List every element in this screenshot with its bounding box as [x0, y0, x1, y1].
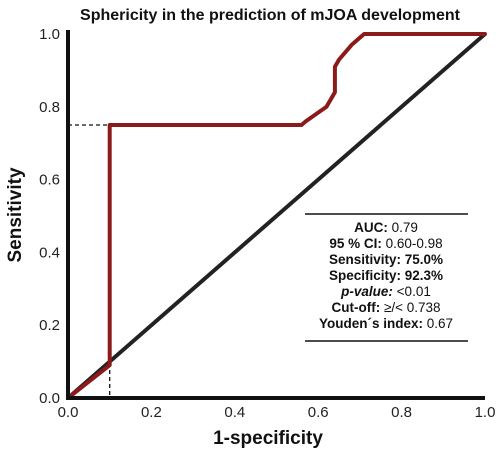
roc-curve-0 [66, 32, 487, 400]
x-tick-label: 0.2 [141, 404, 162, 421]
y-tick-label: 1.0 [39, 26, 60, 43]
x-tick-label: 0.0 [58, 404, 79, 421]
stat-ci: 95 % CI: 0.60-0.98 [329, 236, 442, 251]
y-tick-label: 0.2 [39, 317, 60, 334]
y-tick-label: 0.8 [39, 99, 60, 116]
stat-cutoff: Cut-off: ≥/< 0.738 [331, 300, 440, 315]
x-tick-label: 1.0 [475, 404, 496, 421]
x-axis-title: 1-specificity [213, 428, 323, 449]
plot-area: 0.0 0.2 0.4 0.6 0.8 1.0 0.0 0.2 0.4 0.6 0.8 1.0 [39, 26, 495, 421]
x-tick-label: 0.8 [391, 404, 412, 421]
y-tick-label: 0.6 [39, 172, 60, 189]
stats-box: AUC: 0.79 95 % CI: 0.60-0.98 Sensitivity… [305, 213, 468, 342]
y-tick-label: 0.0 [39, 390, 60, 407]
y-tick-label: 0.4 [39, 244, 60, 261]
x-tick-label: 0.6 [308, 404, 329, 421]
stat-youden: Youden´s index: 0.67 [319, 316, 453, 331]
stat-auc: AUC: 0.79 [354, 220, 418, 235]
stat-sensitivity: Sensitivity: 75.0% [329, 252, 443, 267]
y-axis-title: Sensitivity [5, 167, 26, 262]
stat-specificity: Specificity: 92.3% [329, 268, 443, 283]
reference-diagonal [66, 32, 487, 400]
stat-p-value: p-value: <0.01 [340, 284, 431, 299]
x-tick-label: 0.4 [224, 404, 245, 421]
chart-title: Sphericity in the prediction of mJOA dev… [80, 7, 461, 24]
